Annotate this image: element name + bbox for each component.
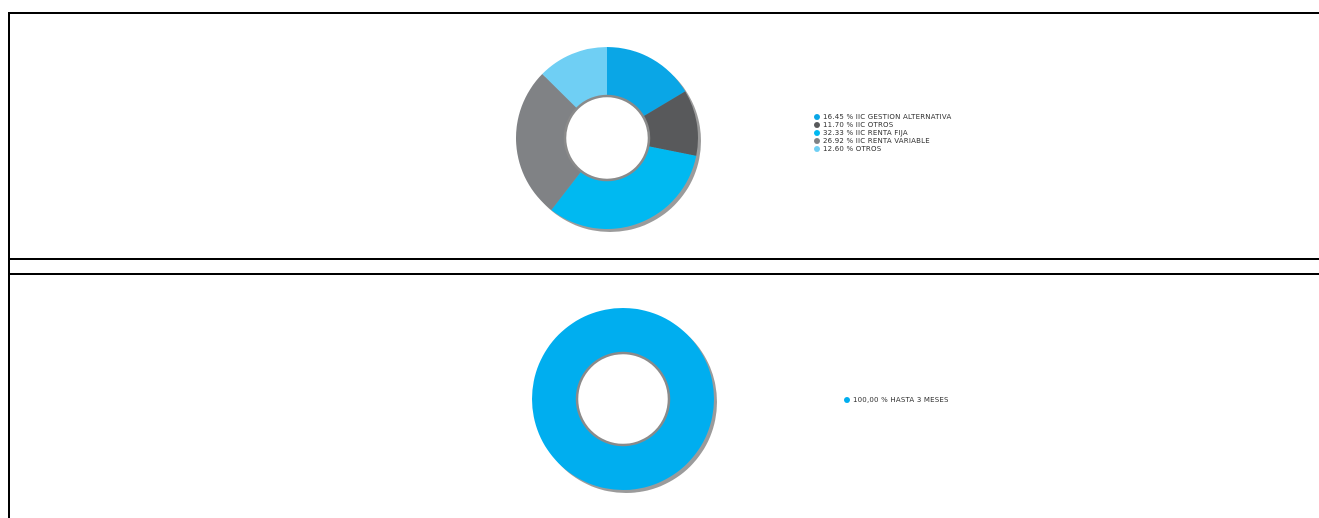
legend-percent: 11.70: [823, 121, 845, 129]
legend-swatch: [814, 130, 820, 136]
legend-item: 26.92 % IIC RENTA VARIABLE: [814, 137, 951, 145]
legend-item: 32.33 % IIC RENTA FIJA: [814, 129, 951, 137]
legend-label: IIC RENTA FIJA: [855, 129, 908, 137]
donut-hole: [575, 351, 671, 447]
legend-swatch: [814, 138, 820, 144]
donut-slice-iic-gestion-alternativa: [607, 47, 686, 117]
donut-slice-iic-otros: [643, 91, 698, 156]
legend-percent: 100,00: [853, 396, 879, 404]
legend-bottom: 100,00 % HASTA 3 MESES: [844, 396, 949, 404]
donut-chart-bottom: [532, 308, 717, 493]
legend-label: IIC RENTA VARIABLE: [855, 137, 930, 145]
chart-panel-bottom: 100,00 % HASTA 3 MESES: [8, 275, 1319, 518]
legend-percent: 16.45: [823, 113, 845, 121]
legend-percent: 12.60: [823, 145, 845, 153]
separator-strip: [8, 260, 1319, 275]
donut-hole: [563, 94, 651, 182]
donut-slice-hasta-3-meses: [532, 308, 714, 490]
donut-slice-otros: [542, 47, 607, 109]
legend-swatch: [814, 146, 820, 152]
donut-slice-iic-renta-variable: [516, 74, 582, 210]
legend-item: 12.60 % OTROS: [814, 145, 951, 153]
donut-slice-iic-renta-fija: [551, 146, 697, 230]
legend-label: IIC OTROS: [855, 121, 894, 129]
donut-chart-top: [516, 47, 701, 232]
legend-percent: 26.92: [823, 137, 845, 145]
legend-label: OTROS: [855, 145, 882, 153]
legend-label: HASTA 3 MESES: [890, 396, 949, 404]
legend-item: 16.45 % IIC GESTION ALTERNATIVA: [814, 113, 951, 121]
legend-item: 100,00 % HASTA 3 MESES: [844, 396, 949, 404]
legend-item: 11.70 % IIC OTROS: [814, 121, 951, 129]
legend-swatch: [814, 114, 820, 120]
legend-top: 16.45 % IIC GESTION ALTERNATIVA 11.70 % I…: [814, 113, 951, 153]
legend-label: IIC GESTION ALTERNATIVA: [855, 113, 952, 121]
legend-swatch: [844, 397, 850, 403]
chart-panel-top: 16.45 % IIC GESTION ALTERNATIVA 11.70 % I…: [8, 12, 1319, 260]
legend-percent: 32.33: [823, 129, 845, 137]
legend-swatch: [814, 122, 820, 128]
